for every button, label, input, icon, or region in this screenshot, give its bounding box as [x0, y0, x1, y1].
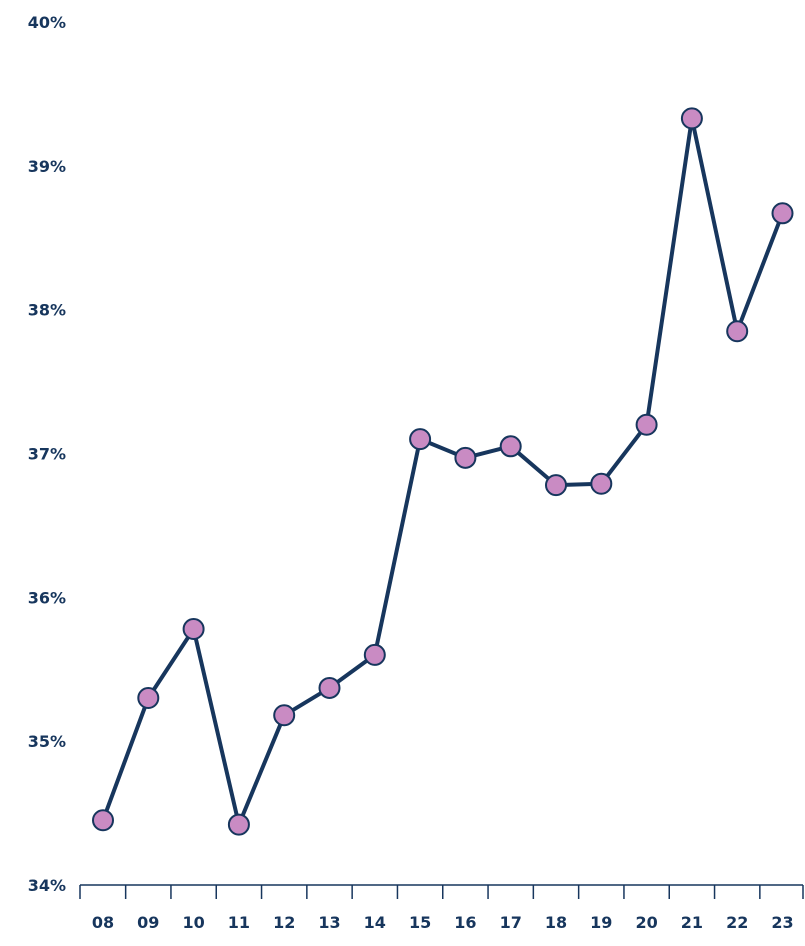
x-tick-label: 17 [500, 913, 522, 932]
y-axis-tick-labels: 34% 35% 36% 37% 38% 39% 40% [28, 13, 66, 895]
data-point [273, 704, 296, 727]
data-point [590, 472, 613, 495]
x-tick-label: 22 [726, 913, 748, 932]
series-line [101, 116, 785, 827]
y-tick-label: 35% [28, 732, 66, 751]
data-point [227, 813, 250, 836]
x-tick-label: 16 [454, 913, 476, 932]
data-point [318, 676, 341, 699]
x-tick-label: 14 [364, 913, 386, 932]
x-tick-label: 15 [409, 913, 431, 932]
x-tick-label: 11 [228, 913, 250, 932]
x-tick-label: 19 [590, 913, 612, 932]
data-point [409, 428, 432, 451]
x-axis [79, 884, 804, 899]
data-point [137, 687, 160, 710]
data-point [499, 435, 522, 458]
y-tick-label: 38% [28, 301, 66, 320]
x-tick-label: 09 [137, 913, 159, 932]
series-points-group [92, 107, 794, 836]
data-point [363, 643, 386, 666]
x-tick-label: 08 [92, 913, 114, 932]
data-point [545, 474, 567, 497]
x-tick-label: 13 [318, 913, 340, 932]
y-tick-label: 34% [28, 876, 66, 895]
y-tick-label: 40% [28, 13, 66, 32]
y-tick-label: 39% [28, 157, 66, 176]
data-point [92, 809, 114, 832]
y-tick-label: 36% [28, 588, 66, 607]
x-tick-label: 21 [681, 913, 703, 932]
data-point [182, 617, 205, 640]
y-tick-label: 37% [28, 445, 66, 464]
x-tick-label: 12 [273, 913, 295, 932]
data-point [771, 202, 794, 225]
data-point [726, 320, 749, 343]
series-line-group [101, 116, 785, 827]
x-tick-label: 23 [771, 913, 793, 932]
x-tick-label: 20 [635, 913, 657, 932]
x-tick-label: 10 [182, 913, 204, 932]
x-axis-tick-labels: 08 09 10 11 12 13 14 15 16 17 18 19 20 21 22 23 [92, 913, 794, 932]
x-tick-label: 18 [545, 913, 567, 932]
data-point [635, 413, 658, 436]
data-point [454, 446, 477, 469]
data-point [680, 107, 703, 130]
